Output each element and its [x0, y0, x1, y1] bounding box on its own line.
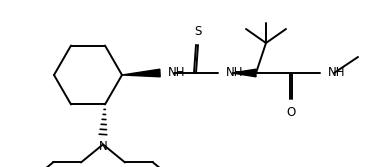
Text: NH: NH [226, 65, 244, 78]
Text: NH: NH [328, 65, 345, 78]
Polygon shape [122, 69, 160, 77]
Polygon shape [232, 69, 256, 77]
Text: N: N [99, 140, 107, 153]
Text: O: O [286, 106, 296, 119]
Text: S: S [194, 25, 202, 38]
Text: NH: NH [168, 65, 185, 78]
